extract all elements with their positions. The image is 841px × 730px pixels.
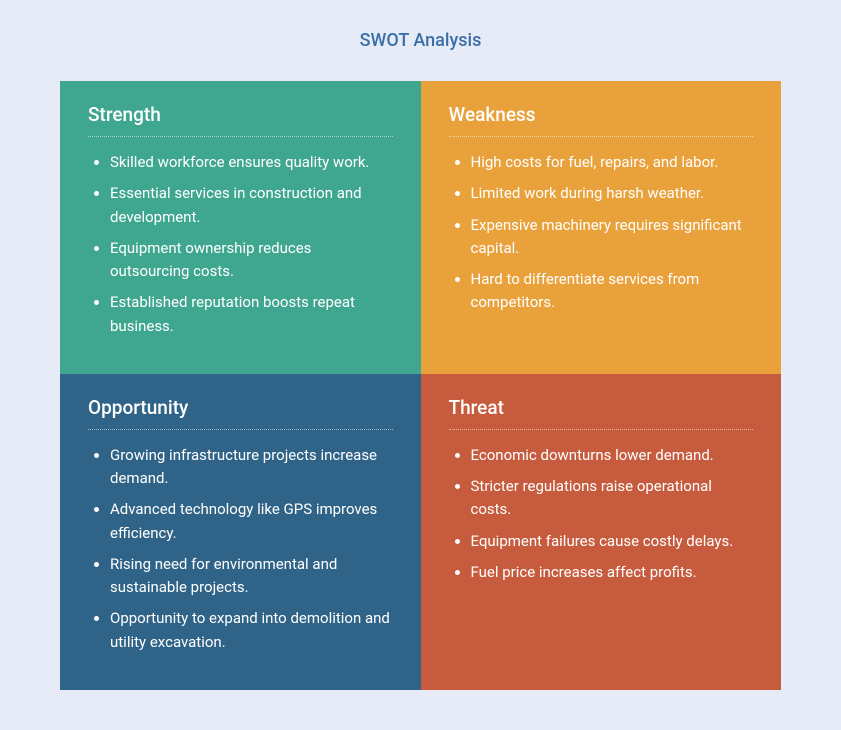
list-item: Essential services in construction and d… (110, 182, 393, 229)
quadrant-heading-threat: Threat (449, 396, 754, 430)
quadrant-heading-strength: Strength (88, 103, 393, 137)
quadrant-list-strength: Skilled workforce ensures quality work. E… (88, 151, 393, 338)
list-item: Equipment failures cause costly delays. (471, 530, 754, 553)
list-item: High costs for fuel, repairs, and labor. (471, 151, 754, 174)
quadrant-weakness: Weakness High costs for fuel, repairs, an… (421, 81, 782, 374)
list-item: Limited work during harsh weather. (471, 182, 754, 205)
page-title: SWOT Analysis (60, 30, 781, 51)
swot-grid: Strength Skilled workforce ensures qualit… (60, 81, 781, 690)
list-item: Opportunity to expand into demolition an… (110, 607, 393, 654)
quadrant-opportunity: Opportunity Growing infrastructure projec… (60, 374, 421, 690)
list-item: Stricter regulations raise operational c… (471, 475, 754, 522)
quadrant-strength: Strength Skilled workforce ensures qualit… (60, 81, 421, 374)
quadrant-threat: Threat Economic downturns lower demand. St… (421, 374, 782, 690)
list-item: Expensive machinery requires significant… (471, 214, 754, 261)
list-item: Established reputation boosts repeat bus… (110, 291, 393, 338)
list-item: Skilled workforce ensures quality work. (110, 151, 393, 174)
list-item: Fuel price increases affect profits. (471, 561, 754, 584)
quadrant-heading-opportunity: Opportunity (88, 396, 393, 430)
swot-container: SWOT Analysis Strength Skilled workforce … (0, 0, 841, 730)
quadrant-heading-weakness: Weakness (449, 103, 754, 137)
list-item: Equipment ownership reduces outsourcing … (110, 237, 393, 284)
list-item: Hard to differentiate services from comp… (471, 268, 754, 315)
list-item: Rising need for environmental and sustai… (110, 553, 393, 600)
list-item: Growing infrastructure projects increase… (110, 444, 393, 491)
quadrant-list-weakness: High costs for fuel, repairs, and labor.… (449, 151, 754, 315)
list-item: Advanced technology like GPS improves ef… (110, 498, 393, 545)
quadrant-list-threat: Economic downturns lower demand. Stricter… (449, 444, 754, 584)
list-item: Economic downturns lower demand. (471, 444, 754, 467)
quadrant-list-opportunity: Growing infrastructure projects increase… (88, 444, 393, 654)
